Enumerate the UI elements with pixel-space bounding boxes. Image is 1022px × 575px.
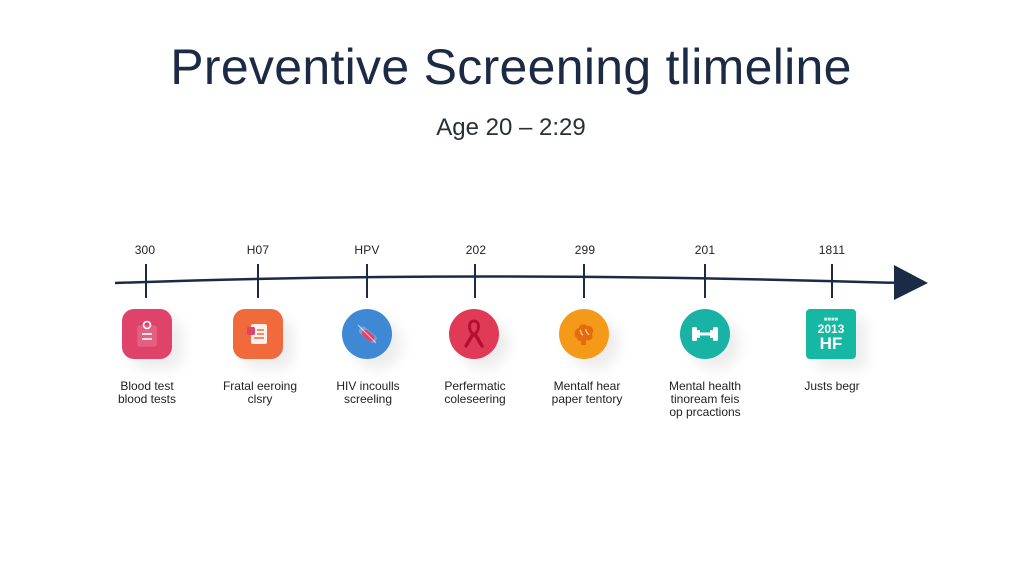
milestone-label: 1811 [818, 243, 846, 257]
calendar-year: 2013 [817, 321, 845, 336]
timeline-arrowhead [894, 265, 928, 300]
syringe-icon [342, 309, 392, 359]
calendar-code: HF [819, 333, 843, 353]
milestone-caption: Fratal eeroing clsry [222, 379, 298, 406]
milestone-label: HPV [354, 243, 380, 257]
milestone-label: 299 [574, 243, 596, 257]
subtitle: Age 20 – 2:29 [436, 114, 586, 141]
milestone-caption: Mentalf hear paper tentory [551, 379, 623, 406]
milestone-label: 201 [694, 243, 716, 257]
milestone-caption: Perfermatic coleseering [444, 379, 506, 406]
milestone-label: 300 [134, 243, 156, 257]
ribbon-icon [449, 309, 499, 359]
calendar-icon: ■■■■ 2013 HF [806, 309, 856, 359]
milestone-caption: Justs begr [804, 379, 860, 393]
page-title: Preventive Screening tlimeline [170, 39, 852, 95]
milestone-caption: Blood test blood tests [117, 379, 177, 406]
timeline-ticks [145, 264, 833, 298]
dumbbell-icon [680, 309, 730, 359]
milestone-label: H07 [246, 243, 270, 257]
milestone-caption: Mental health tinoream feis op prcaction… [668, 379, 742, 419]
milestone-label: 202 [465, 243, 487, 257]
milestone-caption: HIV incoulls screeling [336, 379, 400, 406]
document-icon [233, 309, 283, 359]
clipboard-icon [122, 309, 172, 359]
timeline-line [114, 275, 901, 285]
brain-icon [559, 309, 609, 359]
